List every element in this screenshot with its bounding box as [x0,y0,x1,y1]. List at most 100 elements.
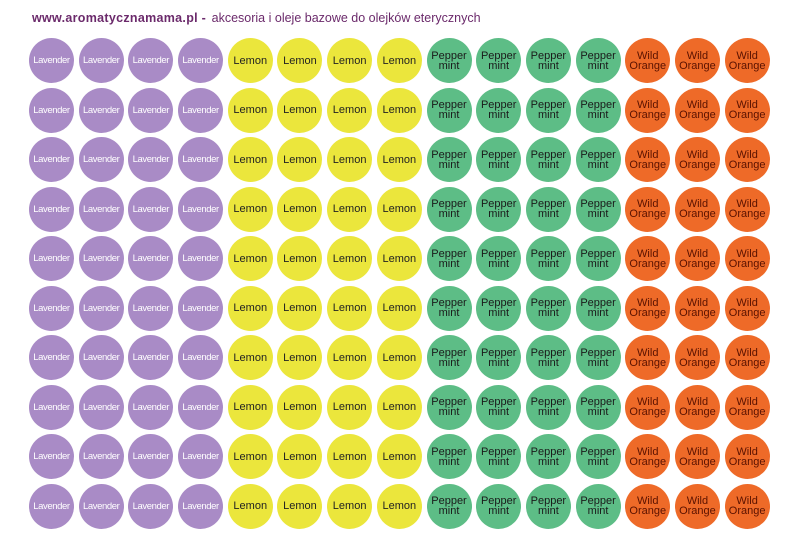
sticker-lemon: Lemon [327,434,373,480]
sticker-label: Lemon [283,450,317,463]
sticker-label: Lavender [132,401,170,413]
sticker-label: mint [438,307,460,320]
sticker-label: Orange [629,257,667,270]
sticker-label: Lemon [233,203,268,216]
sticker-lemon: Lemon [327,38,373,83]
sticker-label: Lavender [33,203,70,215]
sticker-lavender: Lavender [29,137,74,183]
sticker-label: Lavender [182,253,219,265]
sticker-label: Lavender [33,352,70,364]
sticker-label: Lavender [82,104,120,116]
sticker-label: Lavender [33,500,70,512]
sticker-lavender: Lavender [178,137,224,183]
sticker-wildorange: Wild Orange [674,38,720,83]
sticker-label: mint [488,257,510,270]
sticker-peppermint: Pepper mint [575,335,621,381]
sticker-label: Wild [686,346,709,359]
sticker-lemon: Lemon [227,384,273,430]
sticker-label: Lemon [233,500,268,513]
sticker-wildorange: Wild Orange [625,137,671,183]
sticker-peppermint: Pepper mint [426,87,472,133]
sticker-label: Lavender [132,55,170,66]
sticker-label: Wild [637,148,659,161]
sticker-lemon: Lemon [376,137,422,183]
sticker-lavender: Lavender [78,137,124,183]
sticker-label: Pepper [480,198,517,211]
sticker-peppermint: Pepper mint [525,483,571,529]
sticker-label: Wild [637,247,659,260]
sticker-peppermint: Pepper mint [575,137,621,183]
sticker-wildorange: Wild Orange [674,137,720,183]
sticker-label: Lavender [182,302,219,314]
sticker-peppermint: Pepper mint [575,38,621,83]
sticker-label: Pepper [431,346,467,359]
sticker-label: Orange [728,109,766,122]
sticker-lemon: Lemon [227,186,273,232]
sticker-lemon: Lemon [277,137,323,183]
sticker-peppermint: Pepper mint [575,483,621,529]
sticker-lavender: Lavender [178,335,224,381]
sticker-label: Lavender [182,55,219,66]
sticker-lemon: Lemon [227,38,273,83]
sticker-label: Pepper [431,297,467,310]
sticker-label: Lemon [382,500,417,513]
sticker-label: Lemon [382,351,417,364]
sticker-label: Pepper [480,396,517,409]
sticker-label: mint [587,257,609,270]
sticker-label: Wild [686,396,709,409]
sticker-label: Orange [679,109,716,122]
sticker-label: Wild [736,247,758,260]
sticker-lavender: Lavender [29,236,74,282]
sticker-wildorange: Wild Orange [674,87,720,133]
sticker-label: Lemon [283,153,317,166]
sticker-lavender: Lavender [29,384,74,430]
sticker-lavender: Lavender [78,186,124,232]
sticker-label: mint [537,406,559,419]
sticker-label: Lemon [332,252,367,265]
sticker-label: Lavender [182,203,219,215]
sticker-label: Lavender [82,253,120,265]
sticker-label: Wild [736,99,758,112]
sticker-label: Pepper [530,297,567,310]
sticker-lavender: Lavender [128,236,174,282]
sticker-wildorange: Wild Orange [625,38,671,83]
sticker-lemon: Lemon [277,236,323,282]
sticker-wildorange: Wild Orange [625,434,671,480]
sticker-label: Orange [679,257,716,270]
sticker-lavender: Lavender [178,285,224,331]
sticker-label: Lavender [33,104,70,116]
sticker-label: mint [537,307,559,320]
sticker-lavender: Lavender [128,137,174,183]
sticker-peppermint: Pepper mint [476,186,522,232]
sticker-label: Lemon [283,351,317,364]
sticker-lavender: Lavender [178,483,224,529]
sticker-wildorange: Wild Orange [724,236,770,282]
sticker-lavender: Lavender [178,186,224,232]
sticker-label: Orange [728,505,766,518]
sticker-lavender: Lavender [128,87,174,133]
sticker-lemon: Lemon [227,483,273,529]
sticker-label: mint [587,455,609,468]
sticker-label: Lavender [182,154,219,166]
sticker-wildorange: Wild Orange [625,285,671,331]
sticker-label: Orange [679,208,716,221]
sticker-wildorange: Wild Orange [724,87,770,133]
sticker-label: Pepper [580,297,616,310]
sticker-label: Orange [679,505,716,518]
sticker-label: mint [587,406,609,419]
sticker-label: Lavender [82,451,120,463]
sticker-label: mint [488,59,510,72]
sticker-lavender: Lavender [29,186,74,232]
sticker-label: Pepper [431,198,467,211]
sticker-label: Lavender [132,302,170,314]
sticker-peppermint: Pepper mint [476,236,522,282]
sticker-label: Orange [629,307,667,320]
sticker-lavender: Lavender [29,483,74,529]
sticker-label: mint [488,307,510,320]
sticker-label: Lavender [33,154,70,166]
sticker-peppermint: Pepper mint [476,335,522,381]
sticker-label: Pepper [480,99,517,112]
sticker-lemon: Lemon [376,236,422,282]
sticker-label: Pepper [480,247,517,260]
sticker-label: Lavender [132,154,170,166]
